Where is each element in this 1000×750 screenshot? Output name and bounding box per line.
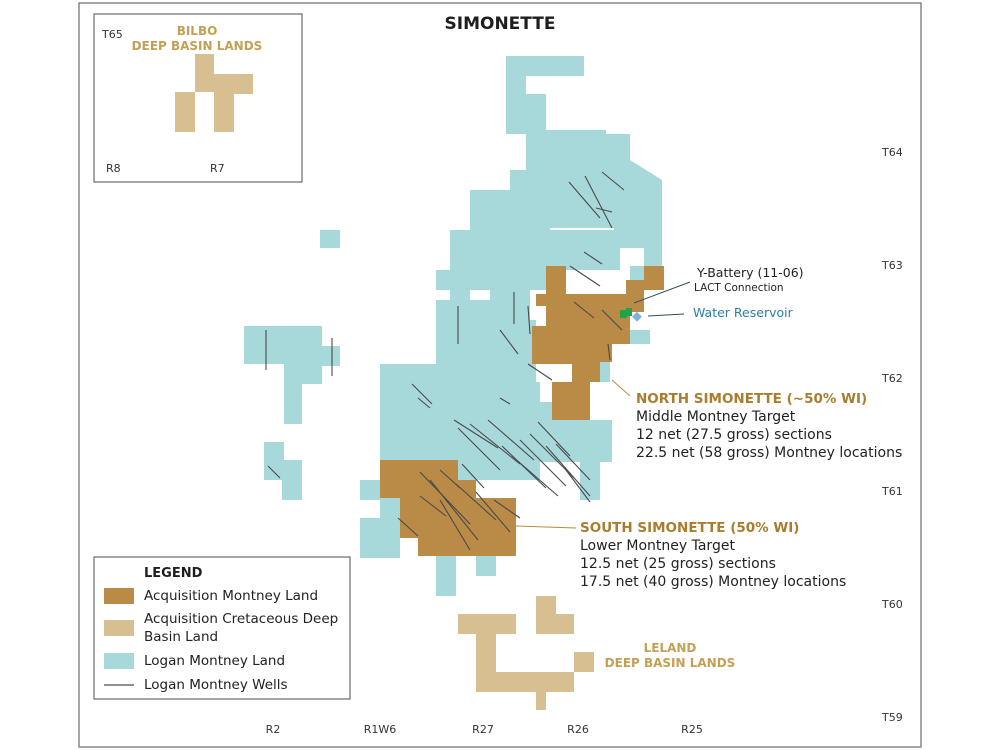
legend-item-logan-land: Logan Montney Land [144, 653, 285, 669]
township-t62: T62 [881, 372, 903, 385]
north-line2: 12 net (27.5 gross) sections [636, 427, 832, 443]
leland-line1: LELAND [644, 641, 697, 655]
range-r25: R25 [681, 723, 703, 736]
range-r26: R26 [567, 723, 589, 736]
north-line1: Middle Montney Target [636, 409, 796, 425]
legend: LEGEND Acquisition Montney Land Acquisit… [93, 556, 351, 700]
legend-item-cretaceous-line1: Acquisition Cretaceous Deep [144, 611, 338, 627]
legend-item-logan-wells: Logan Montney Wells [144, 677, 288, 693]
inset-range-left: R8 [106, 162, 121, 175]
legend-title: LEGEND [144, 566, 203, 581]
south-line2: 12.5 net (25 gross) sections [580, 556, 776, 572]
legend-item-acq-montney: Acquisition Montney Land [144, 588, 318, 604]
township-t63: T63 [881, 259, 903, 272]
y-battery-leader [633, 281, 691, 304]
inset-township-label: T65 [101, 28, 123, 41]
inset-range-right: R7 [210, 162, 225, 175]
water-reservoir-label: Water Reservoir [693, 305, 794, 320]
township-t64: T64 [881, 146, 903, 159]
township-t59: T59 [881, 711, 903, 724]
swatch-logan-land [104, 653, 134, 669]
township-t61: T61 [881, 485, 903, 498]
y-battery-marker-2 [626, 308, 632, 316]
township-t60: T60 [881, 598, 903, 611]
north-simonette-title: NORTH SIMONETTE (~50% WI) [636, 391, 867, 407]
legend-frame [93, 556, 351, 700]
swatch-acquisition-montney [104, 588, 134, 604]
swatch-acquisition-cretaceous [104, 620, 134, 636]
south-line3: 17.5 net (40 gross) Montney locations [580, 574, 846, 590]
range-r27: R27 [472, 723, 494, 736]
logan-montney-wells [265, 171, 625, 551]
leland-line2: DEEP BASIN LANDS [605, 656, 736, 670]
bilbo-title-line1: BILBO [177, 24, 218, 38]
range-r1w6: R1W6 [364, 723, 397, 736]
water-reservoir-leader [647, 313, 685, 317]
lact-label: LACT Connection [694, 282, 784, 294]
legend-item-cretaceous-line2: Basin Land [144, 629, 218, 645]
y-battery-marker [620, 310, 627, 318]
south-simonette-title: SOUTH SIMONETTE (50% WI) [580, 520, 799, 536]
water-reservoir-marker [632, 311, 642, 322]
bilbo-inset-frame [93, 13, 303, 183]
y-battery-label: Y-Battery (11-06) [696, 265, 804, 280]
south-line1: Lower Montney Target [580, 538, 735, 554]
north-line3: 22.5 net (58 gross) Montney locations [636, 445, 902, 461]
bilbo-title-line2: DEEP BASIN LANDS [132, 39, 263, 53]
acquisition-cretaceous-land [175, 54, 594, 710]
south-leader [515, 525, 577, 529]
map-title: SIMONETTE [445, 14, 556, 34]
north-leader [611, 379, 631, 397]
range-r2: R2 [266, 723, 281, 736]
